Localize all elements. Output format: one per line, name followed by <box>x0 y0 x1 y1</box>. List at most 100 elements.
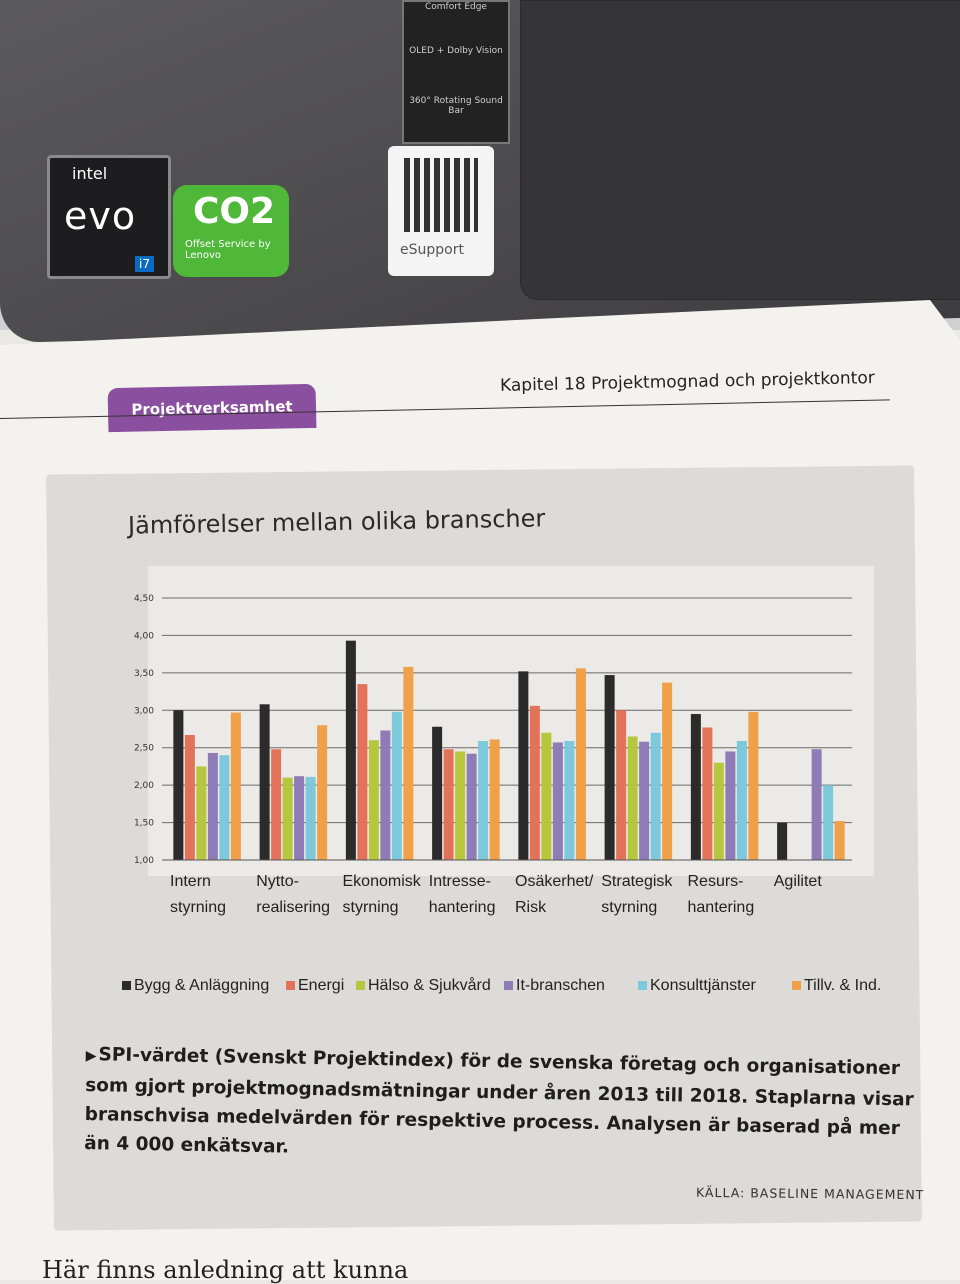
bar-konsulttj-nster-3 <box>478 740 489 860</box>
bar-tillv-ind--3 <box>489 739 500 860</box>
bar-bygg-anl-ggning-7 <box>777 822 788 860</box>
category-label: Risk <box>515 899 547 916</box>
legend-label: Bygg & Anläggning <box>134 977 269 994</box>
legend-label: Konsulttjänster <box>650 977 757 994</box>
co2-text: CO2 <box>193 191 276 232</box>
esupport-label: eSupport <box>400 242 464 258</box>
source-credit: KÄLLA: BASELINE MANAGEMENT <box>695 1184 925 1203</box>
bar-energi-0 <box>184 734 195 860</box>
caption-arrow-icon: ▶ <box>85 1047 97 1065</box>
category-label: hantering <box>688 899 755 916</box>
oled-feature-sticker: Comfort Edge OLED + Dolby Vision 360° Ro… <box>402 0 510 144</box>
category-label: styrning <box>170 899 226 916</box>
category-label: Intresse- <box>429 873 491 890</box>
y-tick-label: 3,50 <box>134 669 154 679</box>
bar-h-lso-sjukv-rd-1 <box>282 777 293 860</box>
category-label: Nytto- <box>256 873 299 890</box>
bar-konsulttj-nster-5 <box>650 732 661 860</box>
bar-tillv-ind--2 <box>403 666 414 860</box>
oled-line-2: OLED + Dolby Vision <box>409 46 503 56</box>
bar-energi-4 <box>529 705 540 860</box>
qr-code-icon <box>404 158 478 232</box>
co2-offset-sticker: CO2 Offset Service by Lenovo <box>173 185 289 277</box>
bar-it-branschen-6 <box>725 751 736 860</box>
bar-bygg-anl-ggning-2 <box>345 640 356 860</box>
bar-tillv-ind--1 <box>317 725 328 860</box>
legend-swatch <box>792 981 801 990</box>
bar-tillv-ind--7 <box>834 821 845 860</box>
evo-text: evo <box>64 194 137 238</box>
category-label: Ekonomisk <box>343 873 422 890</box>
bar-bygg-anl-ggning-5 <box>604 675 615 860</box>
figure-caption: ▶SPI-värdet (Svenskt Projektindex) för d… <box>84 1040 926 1173</box>
bar-it-branschen-5 <box>639 741 650 860</box>
bar-tillv-ind--4 <box>575 668 586 860</box>
category-label: Intern <box>170 873 211 890</box>
bar-h-lso-sjukv-rd-3 <box>455 751 466 860</box>
bar-konsulttj-nster-7 <box>823 785 834 860</box>
caption-text: SPI-värdet (Svenskt Projektindex) för de… <box>84 1044 914 1158</box>
bar-it-branschen-3 <box>466 753 477 860</box>
bar-energi-2 <box>357 684 368 860</box>
bar-it-branschen-1 <box>294 776 305 860</box>
legend-swatch <box>504 981 513 990</box>
bar-h-lso-sjukv-rd-0 <box>196 766 207 860</box>
legend-swatch <box>638 981 647 990</box>
y-tick-label: 4,50 <box>134 594 154 604</box>
bar-energi-5 <box>616 710 627 860</box>
bar-it-branschen-0 <box>207 752 218 860</box>
legend-label: Tillv. & Ind. <box>804 977 881 994</box>
bar-bygg-anl-ggning-6 <box>690 714 701 860</box>
legend-swatch <box>286 981 295 990</box>
category-label: hantering <box>429 899 496 916</box>
oled-line-3: 360° Rotating Sound Bar <box>409 96 503 116</box>
intel-evo-sticker: intel evo i7 <box>47 155 171 279</box>
bar-konsulttj-nster-6 <box>736 740 747 860</box>
legend-swatch <box>356 981 365 990</box>
bar-it-branschen-2 <box>380 730 391 860</box>
category-label: realisering <box>256 899 330 916</box>
intel-brand-text: intel <box>72 164 108 183</box>
bar-h-lso-sjukv-rd-4 <box>541 732 552 860</box>
bar-tillv-ind--5 <box>662 682 673 860</box>
y-tick-label: 1,00 <box>134 856 154 866</box>
bar-konsulttj-nster-2 <box>391 711 402 860</box>
bar-konsulttj-nster-1 <box>305 776 316 860</box>
esupport-qr-sticker: eSupport <box>388 146 494 276</box>
y-tick-label: 4,00 <box>134 631 154 641</box>
bar-bygg-anl-ggning-4 <box>518 671 529 860</box>
category-label: styrning <box>601 899 657 916</box>
y-tick-label: 3,00 <box>134 706 154 716</box>
category-label: Resurs- <box>688 873 744 890</box>
legend-label: Hälso & Sjukvård <box>368 976 491 994</box>
y-tick-label: 2,00 <box>134 781 154 791</box>
bar-energi-1 <box>271 749 282 860</box>
bar-konsulttj-nster-4 <box>564 740 575 860</box>
category-label: Strategisk <box>601 873 673 890</box>
bar-bygg-anl-ggning-3 <box>432 726 443 860</box>
y-tick-label: 2,50 <box>134 744 154 754</box>
co2-subtext: Offset Service by Lenovo <box>185 239 271 261</box>
plot-background <box>148 566 874 876</box>
legend-label: It-branschen <box>516 977 605 994</box>
bar-chart: 1,00 1,50 2,00 2,50 3,00 3,50 4,00 4,50 Intern st… <box>122 566 881 994</box>
i7-badge: i7 <box>135 256 154 272</box>
bar-it-branschen-4 <box>552 742 563 860</box>
category-label: Osäkerhet/ <box>515 873 594 890</box>
legend-swatch <box>122 981 131 990</box>
laptop-background: intel evo i7 CO2 Offset Service by Lenov… <box>0 0 960 344</box>
body-text: Här finns anledning att kunna <box>42 1256 409 1284</box>
y-tick-label: 1,50 <box>134 819 154 829</box>
category-label: Agilitet <box>774 873 823 890</box>
bar-tillv-ind--0 <box>230 712 241 860</box>
bar-energi-6 <box>702 727 713 860</box>
category-label: styrning <box>343 899 399 916</box>
oled-line-1: Comfort Edge <box>425 2 487 12</box>
bar-h-lso-sjukv-rd-5 <box>627 736 638 860</box>
legend-label: Energi <box>298 977 344 994</box>
bar-bygg-anl-ggning-0 <box>173 710 184 860</box>
bar-konsulttj-nster-0 <box>219 755 230 860</box>
bar-h-lso-sjukv-rd-6 <box>713 762 724 860</box>
bar-h-lso-sjukv-rd-2 <box>368 740 379 860</box>
bar-energi-3 <box>443 749 454 860</box>
